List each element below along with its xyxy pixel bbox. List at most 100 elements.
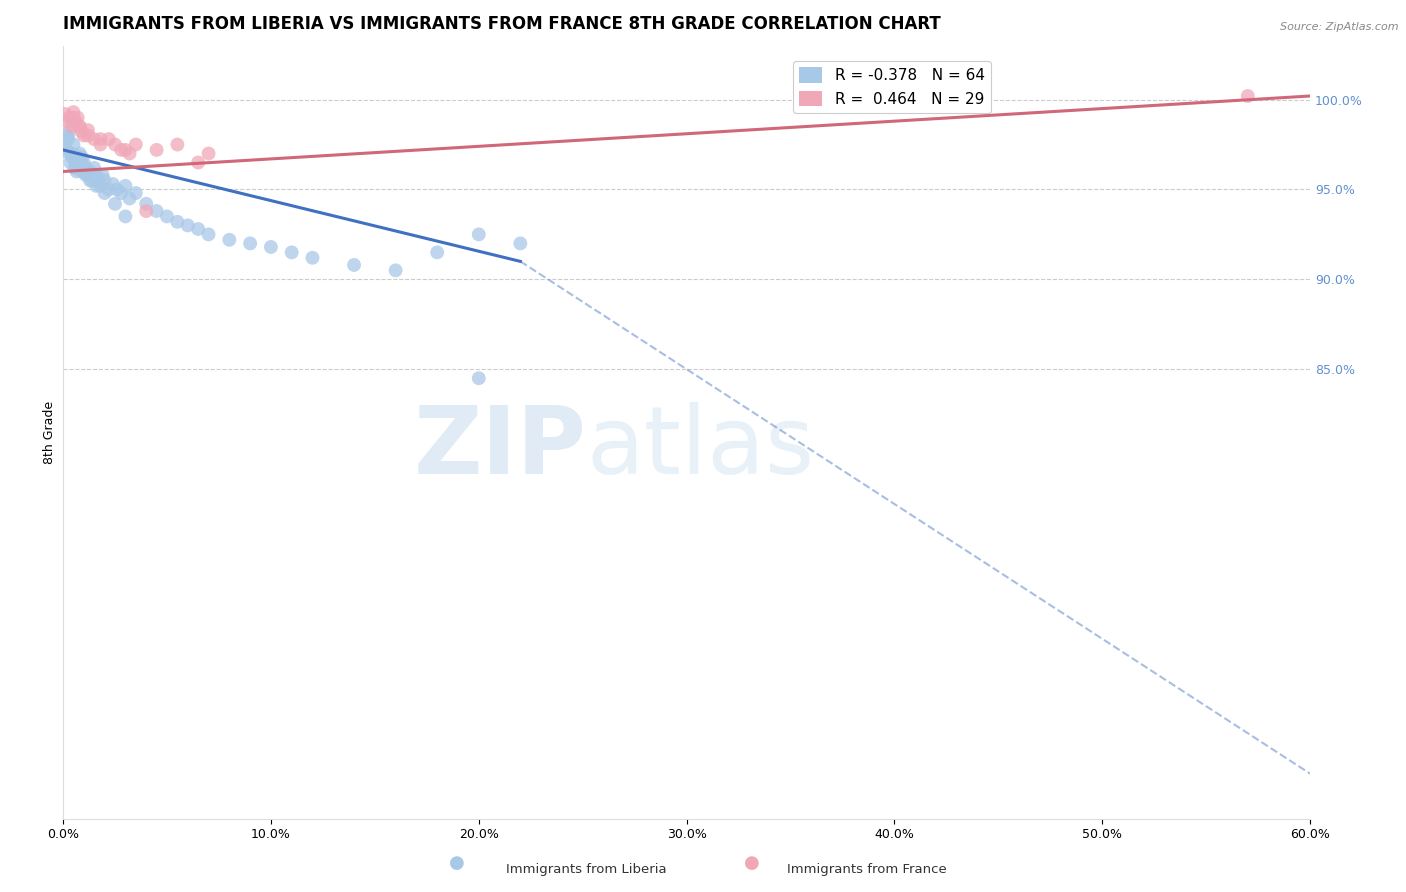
Point [93, 186, 115, 200]
Point [114, 210, 136, 224]
Point [66, 150, 89, 164]
Point [218, 233, 240, 247]
Text: atlas: atlas [586, 401, 815, 493]
Point [280, 245, 302, 260]
Point [114, 178, 136, 193]
Point [197, 227, 219, 242]
Point [79, 173, 101, 187]
Point [135, 197, 157, 211]
Point [145, 143, 167, 157]
Point [77, 168, 100, 182]
Text: ZIP: ZIP [413, 401, 586, 493]
Point [58, 146, 80, 161]
Point [62, 111, 84, 125]
Point [69, 120, 91, 134]
Point [82, 173, 104, 187]
Point [75, 168, 97, 182]
Point [468, 371, 491, 385]
Point [114, 143, 136, 157]
Point [77, 123, 100, 137]
Point [166, 137, 188, 152]
Point [83, 132, 105, 146]
Point [65, 164, 87, 178]
Point [125, 186, 148, 200]
Point [145, 204, 167, 219]
Point [239, 236, 262, 251]
Point [53, 137, 76, 152]
Point [89, 132, 111, 146]
Point [73, 155, 96, 169]
Point [62, 150, 84, 164]
Point [104, 137, 127, 152]
Point [65, 155, 87, 169]
Point [1236, 89, 1258, 103]
Point [104, 197, 127, 211]
Point [118, 191, 141, 205]
Point [73, 128, 96, 143]
Text: ●: ● [449, 855, 465, 872]
Text: Source: ZipAtlas.com: Source: ZipAtlas.com [1281, 22, 1399, 32]
Point [83, 161, 105, 175]
Point [63, 161, 86, 175]
Point [260, 240, 283, 254]
Point [56, 128, 79, 143]
Point [87, 173, 110, 187]
Point [110, 143, 132, 157]
Point [62, 105, 84, 120]
Point [58, 125, 80, 139]
Text: IMMIGRANTS FROM LIBERIA VS IMMIGRANTS FROM FRANCE 8TH GRADE CORRELATION CHART: IMMIGRANTS FROM LIBERIA VS IMMIGRANTS FR… [63, 15, 941, 33]
Point [426, 245, 449, 260]
Point [384, 263, 406, 277]
Point [56, 114, 79, 128]
Point [110, 186, 132, 200]
Point [66, 111, 89, 125]
Point [187, 155, 209, 169]
Point [70, 125, 93, 139]
Point [118, 146, 141, 161]
Point [97, 182, 120, 196]
Point [86, 178, 108, 193]
Point [60, 120, 83, 134]
Point [105, 182, 128, 196]
Point [72, 164, 94, 178]
Point [177, 219, 200, 233]
Point [91, 168, 114, 182]
Point [89, 137, 111, 152]
Point [65, 114, 87, 128]
Text: ●: ● [744, 855, 761, 872]
Point [468, 227, 491, 242]
Point [69, 155, 91, 169]
Point [67, 159, 90, 173]
Point [69, 146, 91, 161]
Point [62, 137, 84, 152]
Point [55, 143, 77, 157]
Point [60, 146, 83, 161]
Point [53, 107, 76, 121]
Point [79, 164, 101, 178]
Point [93, 173, 115, 187]
Point [509, 236, 531, 251]
Point [66, 155, 89, 169]
Point [59, 155, 82, 169]
Point [70, 150, 93, 164]
Legend: R = -0.378   N = 64, R =  0.464   N = 29: R = -0.378 N = 64, R = 0.464 N = 29 [793, 61, 991, 113]
Point [101, 177, 124, 191]
Point [89, 178, 111, 193]
Point [197, 146, 219, 161]
Point [187, 222, 209, 236]
Y-axis label: 8th Grade: 8th Grade [44, 401, 56, 464]
Point [125, 137, 148, 152]
Point [77, 128, 100, 143]
Text: Immigrants from Liberia: Immigrants from Liberia [506, 863, 666, 876]
Point [58, 111, 80, 125]
Point [62, 150, 84, 164]
Text: Immigrants from France: Immigrants from France [787, 863, 948, 876]
Point [70, 164, 93, 178]
Point [86, 168, 108, 182]
Point [156, 210, 179, 224]
Point [58, 132, 80, 146]
Point [135, 204, 157, 219]
Point [69, 120, 91, 134]
Point [75, 161, 97, 175]
Point [301, 251, 323, 265]
